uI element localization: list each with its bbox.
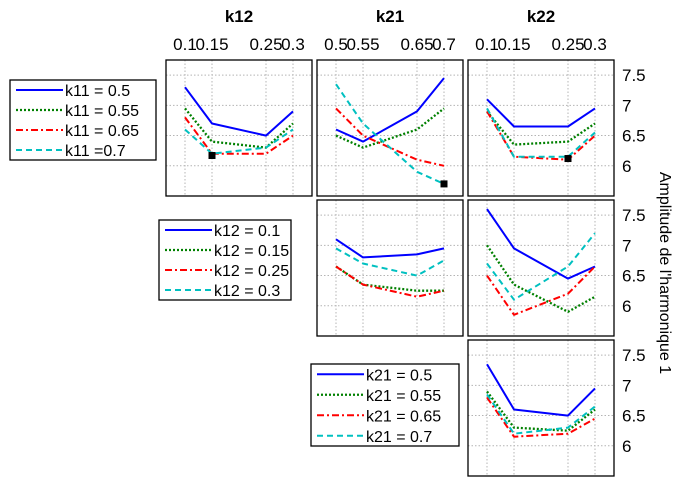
series-line-k12-0.15 (486, 244, 596, 313)
series-line-k11-0.7 (335, 83, 445, 185)
minimum-marker (440, 180, 448, 188)
x-tick-label-k21-2: 0.65 (400, 35, 433, 54)
x-tick-label-k22-0: 0.1 (475, 35, 499, 54)
column-title-k21: k21 (376, 7, 404, 26)
legend-box (158, 219, 292, 301)
y-tick-label-row0-0: 6 (622, 157, 631, 176)
y-axis-label: Amplitude de l'harmonique 1 (656, 172, 673, 374)
series-line-k11-0.65 (184, 116, 294, 155)
panel-frame (467, 59, 615, 197)
legend-entry: k11 = 0.5 (65, 83, 130, 100)
legend-entry: k21 = 0.5 (366, 367, 432, 384)
legend-box (9, 79, 157, 161)
minimum-marker (208, 152, 216, 160)
y-tick-label-row0-2: 7 (622, 96, 631, 115)
panel-r1-c2 (467, 199, 615, 337)
series-line-k12-0.1 (335, 238, 445, 259)
series-line-k12-0.25 (486, 265, 596, 316)
y-tick-label-row1-1: 6.5 (622, 267, 646, 286)
panel-frame (316, 199, 464, 337)
panel-r0-c0 (165, 59, 313, 197)
y-tick-label-row0-3: 7.5 (622, 66, 646, 85)
series-line-k11-0.7 (184, 128, 294, 155)
legend-entry: k12 = 0.3 (214, 283, 280, 300)
series-line-k11-0.55 (486, 110, 596, 146)
legend-row0: k11 = 0.5 k11 = 0.55 k11 = 0.65 k11 =0.7 (9, 79, 157, 161)
x-tick-label-k12-1: 0.15 (195, 35, 228, 54)
x-tick-label-k22-3: 0.3 (583, 35, 607, 54)
legend-entry: k21 = 0.7 (366, 429, 432, 446)
panel-frame (316, 59, 464, 197)
panel-background (468, 60, 614, 196)
series-line-k11-0.7 (486, 107, 596, 158)
series-line-k12-0.3 (486, 232, 596, 301)
panel-frame (165, 59, 313, 197)
legend-entry: k11 = 0.65 (65, 123, 139, 140)
series-line-k21-0.7 (486, 393, 596, 435)
x-tick-label-k22-2: 0.25 (551, 35, 584, 54)
panel-r0-c2 (467, 59, 615, 197)
column-titles: k12 k21 k22 (225, 7, 555, 26)
panel-frame (467, 199, 615, 337)
x-tick-label-k21-3: 0.7 (432, 35, 456, 54)
legend-row1: k12 = 0.1 k12 = 0.15 k12 = 0.25 k12 = 0.3 (158, 219, 292, 301)
minimum-marker (564, 155, 572, 163)
y-tick-label-row1-2: 7 (622, 236, 631, 255)
legend-entry: k11 = 0.55 (65, 103, 139, 120)
panel-background (166, 60, 312, 196)
y-tick-label-row2-2: 7 (622, 376, 631, 395)
legend-entry: k11 =0.7 (65, 143, 126, 160)
series-line-k21-0.55 (486, 390, 596, 432)
x-tick-label-k22-1: 0.15 (497, 35, 530, 54)
series-line-k11-0.5 (335, 77, 445, 143)
legend-entry: k21 = 0.55 (366, 388, 441, 405)
x-tick-label-k12-3: 0.3 (281, 35, 305, 54)
legend-entry: k12 = 0.25 (214, 263, 289, 280)
y-tick-label-row2-1: 6.5 (622, 407, 646, 426)
y-tick-label-row1-0: 6 (622, 297, 631, 316)
panel-background (317, 60, 463, 196)
series-line-k12-0.25 (335, 265, 445, 298)
panels (165, 59, 615, 477)
panel-r0-c1 (316, 59, 464, 197)
legends: k11 = 0.5 k11 = 0.55 k11 = 0.65 k11 =0.7 k12… (9, 79, 460, 447)
legend-entry: k12 = 0.15 (214, 243, 289, 260)
y-tick-label-row2-0: 6 (622, 437, 631, 456)
legend-box (310, 363, 460, 447)
y-tick-labels: 6 6.5 7 7.5 6 6.5 7 7.5 6 6.5 7 7.5 (622, 66, 646, 456)
y-tick-label-row1-3: 7.5 (622, 206, 646, 225)
column-title-k12: k12 (225, 7, 253, 26)
series-line-k11-0.5 (184, 86, 294, 137)
panel-frame (467, 339, 615, 477)
series-line-k12-0.1 (486, 208, 596, 280)
y-tick-label-row0-1: 6.5 (622, 127, 646, 146)
panel-r1-c1 (316, 199, 464, 337)
legend-entry: k21 = 0.65 (366, 408, 441, 425)
column-title-k22: k22 (527, 7, 555, 26)
x-tick-labels: 0.10.15 0.250.3 0.50.55 0.650.7 0.10.15 0.250… (173, 35, 607, 54)
y-tick-label-row2-3: 7.5 (622, 346, 646, 365)
legend-entry: k12 = 0.1 (214, 223, 280, 240)
panel-background (317, 200, 463, 336)
x-tick-label-k21-0: 0.5 (324, 35, 348, 54)
series-line-k12-0.3 (335, 247, 445, 277)
series-line-k11-0.5 (486, 98, 596, 128)
x-tick-label-k12-0: 0.1 (173, 35, 197, 54)
legend-row2: k21 = 0.5 k21 = 0.55 k21 = 0.65 k21 = 0.7 (310, 363, 460, 447)
panel-background (468, 340, 614, 476)
series-line-k11-0.55 (184, 107, 294, 149)
series-line-k11-0.65 (335, 107, 445, 167)
panel-r2-c2 (467, 339, 615, 477)
series-line-k21-0.5 (486, 363, 596, 417)
x-tick-label-k21-1: 0.55 (346, 35, 379, 54)
x-tick-label-k12-2: 0.25 (249, 35, 282, 54)
series-line-k11-0.65 (486, 110, 596, 161)
